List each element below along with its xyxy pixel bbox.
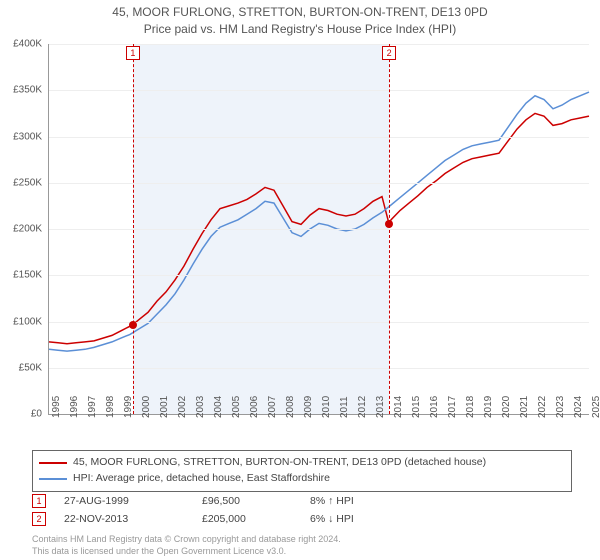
grid-line <box>49 90 589 91</box>
legend: 45, MOOR FURLONG, STRETTON, BURTON-ON-TR… <box>32 450 572 492</box>
chart: 12 £0£50K£100K£150K£200K£250K£300K£350K£… <box>48 44 588 414</box>
y-tick-label: £400K <box>0 39 42 50</box>
x-tick-label: 2006 <box>249 396 260 418</box>
y-tick-label: £250K <box>0 177 42 188</box>
footer-line2: This data is licensed under the Open Gov… <box>32 546 341 558</box>
legend-item: HPI: Average price, detached house, East… <box>39 471 565 487</box>
grid-line <box>49 229 589 230</box>
x-tick-label: 2019 <box>483 396 494 418</box>
legend-label: 45, MOOR FURLONG, STRETTON, BURTON-ON-TR… <box>73 455 486 471</box>
x-tick-label: 2008 <box>285 396 296 418</box>
grid-line <box>49 137 589 138</box>
plot-area: 12 <box>48 44 589 415</box>
sale-delta: 8% ↑ HPI <box>310 495 354 507</box>
x-tick-label: 2005 <box>231 396 242 418</box>
x-tick-label: 2023 <box>555 396 566 418</box>
grid-line <box>49 275 589 276</box>
sale-date: 27-AUG-1999 <box>64 495 184 507</box>
sale-row: 1 27-AUG-1999 £96,500 8% ↑ HPI <box>32 494 572 508</box>
legend-swatch <box>39 462 67 464</box>
sale-index: 1 <box>32 494 46 508</box>
y-tick-label: £100K <box>0 316 42 327</box>
series-hpi <box>49 92 589 351</box>
x-tick-label: 2017 <box>447 396 458 418</box>
x-tick-label: 2012 <box>357 396 368 418</box>
title-subtitle: Price paid vs. HM Land Registry's House … <box>0 21 600 38</box>
x-tick-label: 2001 <box>159 396 170 418</box>
sale-row: 2 22-NOV-2013 £205,000 6% ↓ HPI <box>32 512 572 526</box>
x-tick-label: 2021 <box>519 396 530 418</box>
x-tick-label: 1997 <box>87 396 98 418</box>
y-tick-label: £0 <box>0 409 42 420</box>
sale-price: £205,000 <box>202 513 292 525</box>
x-tick-label: 2000 <box>141 396 152 418</box>
y-tick-label: £350K <box>0 85 42 96</box>
sale-price: £96,500 <box>202 495 292 507</box>
legend-label: HPI: Average price, detached house, East… <box>73 471 330 487</box>
x-tick-label: 2002 <box>177 396 188 418</box>
sale-marker-line <box>133 44 134 414</box>
y-tick-label: £150K <box>0 270 42 281</box>
x-tick-label: 2020 <box>501 396 512 418</box>
x-tick-label: 2014 <box>393 396 404 418</box>
footer-line1: Contains HM Land Registry data © Crown c… <box>32 534 341 546</box>
sale-point <box>385 220 393 228</box>
x-tick-label: 2015 <box>411 396 422 418</box>
x-tick-label: 2011 <box>339 396 350 418</box>
x-tick-label: 2007 <box>267 396 278 418</box>
x-tick-label: 2024 <box>573 396 584 418</box>
x-tick-label: 1999 <box>123 396 134 418</box>
x-tick-label: 2016 <box>429 396 440 418</box>
y-tick-label: £300K <box>0 131 42 142</box>
sale-point <box>129 321 137 329</box>
x-tick-label: 2025 <box>591 396 600 418</box>
grid-line <box>49 44 589 45</box>
x-tick-label: 1995 <box>51 396 62 418</box>
x-tick-label: 2009 <box>303 396 314 418</box>
x-tick-label: 1998 <box>105 396 116 418</box>
sale-delta: 6% ↓ HPI <box>310 513 354 525</box>
x-tick-label: 2022 <box>537 396 548 418</box>
sale-date: 22-NOV-2013 <box>64 513 184 525</box>
sale-index: 2 <box>32 512 46 526</box>
grid-line <box>49 368 589 369</box>
sale-marker-line <box>389 44 390 414</box>
legend-item: 45, MOOR FURLONG, STRETTON, BURTON-ON-TR… <box>39 455 565 471</box>
y-tick-label: £50K <box>0 362 42 373</box>
x-tick-label: 1996 <box>69 396 80 418</box>
grid-line <box>49 183 589 184</box>
x-tick-label: 2018 <box>465 396 476 418</box>
x-tick-label: 2003 <box>195 396 206 418</box>
x-tick-label: 2013 <box>375 396 386 418</box>
x-tick-label: 2004 <box>213 396 224 418</box>
y-tick-label: £200K <box>0 224 42 235</box>
legend-swatch <box>39 478 67 480</box>
x-tick-label: 2010 <box>321 396 332 418</box>
sale-marker-label: 2 <box>382 46 396 60</box>
footer: Contains HM Land Registry data © Crown c… <box>32 534 341 557</box>
sale-marker-label: 1 <box>126 46 140 60</box>
title-address: 45, MOOR FURLONG, STRETTON, BURTON-ON-TR… <box>0 4 600 21</box>
